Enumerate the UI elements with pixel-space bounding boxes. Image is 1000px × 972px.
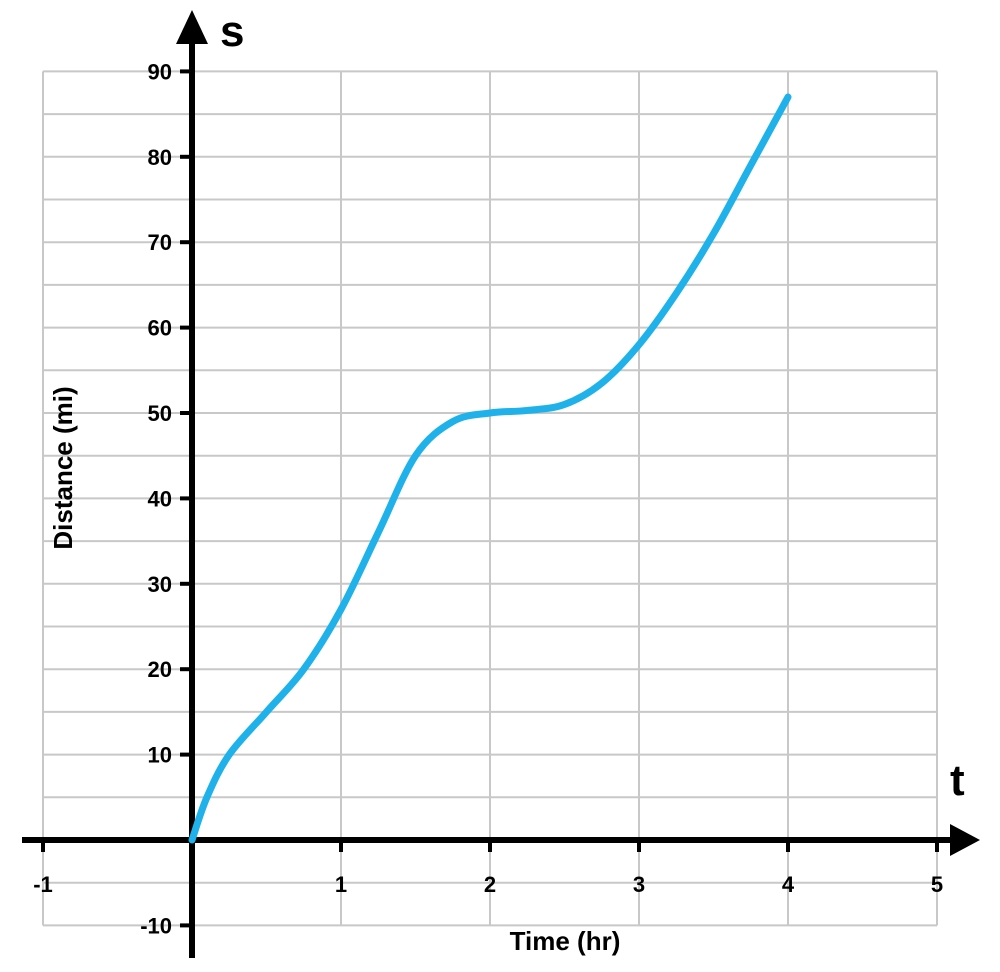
y-tick-label: 10 [148, 743, 172, 768]
x-axis-label: Time (hr) [510, 926, 621, 956]
y-tick-label: 60 [148, 316, 172, 341]
y-axis-label: Distance (mi) [48, 386, 78, 549]
grid [42, 70, 938, 927]
y-tick-label: 50 [148, 401, 172, 426]
y-tick-label: 40 [148, 486, 172, 511]
x-tick-label: 3 [633, 872, 645, 897]
x-tick-label: 4 [782, 872, 795, 897]
x-tick-label: 5 [931, 872, 943, 897]
y-tick-label: 90 [148, 59, 172, 84]
x-axis-variable: t [950, 756, 965, 805]
x-tick-label: -1 [33, 872, 53, 897]
series-line [188, 93, 792, 844]
x-axis-arrow [950, 824, 980, 856]
y-tick-label: 20 [148, 657, 172, 682]
x-tick-label: 1 [335, 872, 347, 897]
y-axis-variable: s [220, 7, 244, 56]
y-tick-label: 70 [148, 230, 172, 255]
axes [22, 10, 980, 958]
x-tick-label: 2 [484, 872, 496, 897]
tick-labels: 90 80 70 60 50 40 30 20 10 -10 -1 1 2 3 4 5 [33, 59, 943, 938]
y-tick-label: -10 [140, 913, 172, 938]
y-tick-label: 80 [148, 145, 172, 170]
series-layer [188, 93, 792, 844]
y-tick-label: 30 [148, 572, 172, 597]
y-axis-arrow [176, 10, 208, 44]
